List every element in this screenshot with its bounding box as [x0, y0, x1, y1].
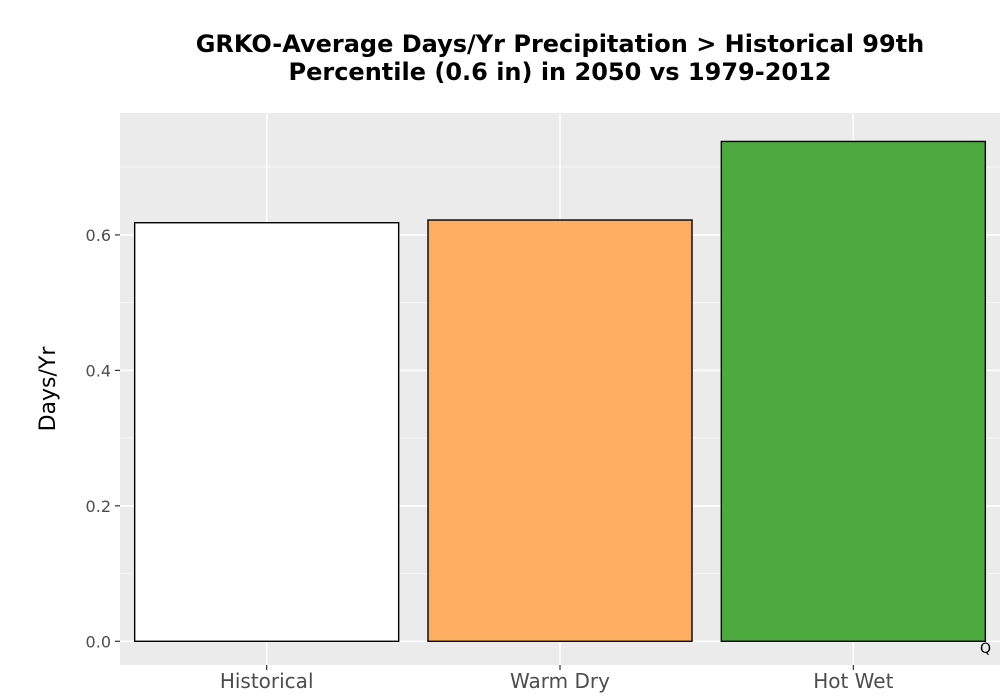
chart-title-line-1: GRKO-Average Days/Yr Precipitation > His… [195, 30, 925, 58]
bar-hot-wet [720, 140, 987, 642]
y-axis-title: Days/Yr [36, 346, 61, 432]
x-tick-label: Warm Dry [510, 669, 610, 693]
chart-title-line-2: Percentile (0.6 in) in 2050 vs 1979-2012 [288, 58, 832, 86]
x-tick-label: Historical [220, 669, 314, 693]
y-tick-label: 0.6 [86, 226, 111, 245]
bar-historical [133, 222, 400, 642]
x-axis-ticks: Historical Warm Dry Hot Wet [220, 665, 894, 693]
x-tick-label: Hot Wet [813, 669, 893, 693]
y-tick-label: 0.4 [86, 361, 111, 380]
bar-warm-dry [427, 219, 693, 642]
bars-group [133, 140, 987, 642]
chart-title: GRKO-Average Days/Yr Precipitation > His… [120, 30, 1000, 86]
y-axis-ticks: 0.0 0.2 0.4 0.6 [86, 226, 120, 651]
y-tick-label: 0.0 [86, 632, 111, 651]
corner-mark: Q [980, 641, 991, 657]
y-tick-label: 0.2 [86, 497, 111, 516]
